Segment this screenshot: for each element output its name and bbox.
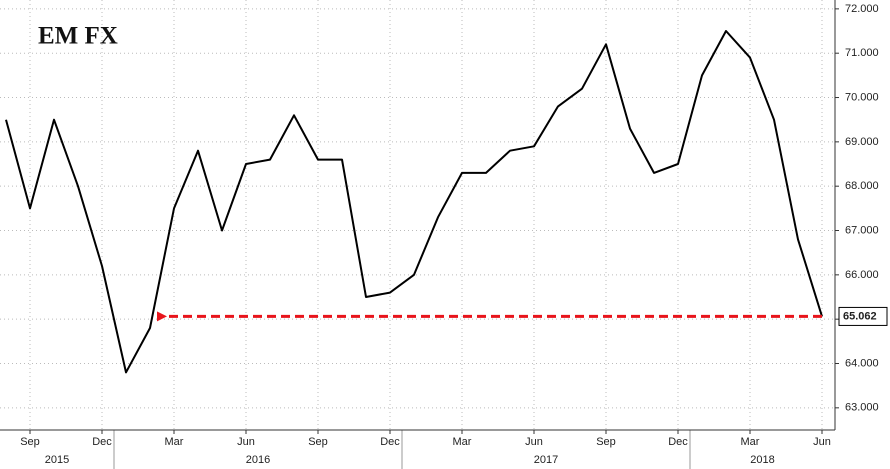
last-value-box	[838, 306, 888, 326]
x-tick-label: Dec	[668, 436, 688, 448]
y-tick-label: 67.000	[845, 224, 879, 236]
year-label: 2018	[750, 454, 774, 466]
last-value-label: 65.062	[843, 310, 877, 322]
y-tick-label: 70.000	[845, 91, 879, 103]
year-label: 2016	[246, 454, 270, 466]
y-tick-label: 63.000	[845, 402, 879, 414]
line-series	[5, 30, 823, 374]
x-tick-label: Sep	[20, 436, 40, 448]
x-tick-label: Dec	[92, 436, 112, 448]
x-tick-label: Jun	[525, 436, 543, 448]
x-tick-label: Jun	[237, 436, 255, 448]
y-tick-label: 68.000	[845, 180, 879, 192]
y-tick-label: 66.000	[845, 269, 879, 281]
x-tick-label: Mar	[741, 436, 760, 448]
x-tick-label: Jun	[813, 436, 831, 448]
x-tick-label: Sep	[596, 436, 616, 448]
x-tick-label: Dec	[380, 436, 400, 448]
year-label: 2017	[534, 454, 558, 466]
x-tick-label: Mar	[165, 436, 184, 448]
year-label: 2015	[45, 454, 69, 466]
chart-title: EM FX	[38, 23, 118, 50]
x-tick-label: Sep	[308, 436, 328, 448]
y-tick-label: 64.000	[845, 357, 879, 369]
y-tick-label: 72.000	[845, 3, 879, 15]
y-tick-label: 71.000	[845, 47, 879, 59]
x-tick-label: Mar	[453, 436, 472, 448]
y-tick-label: 69.000	[845, 136, 879, 148]
